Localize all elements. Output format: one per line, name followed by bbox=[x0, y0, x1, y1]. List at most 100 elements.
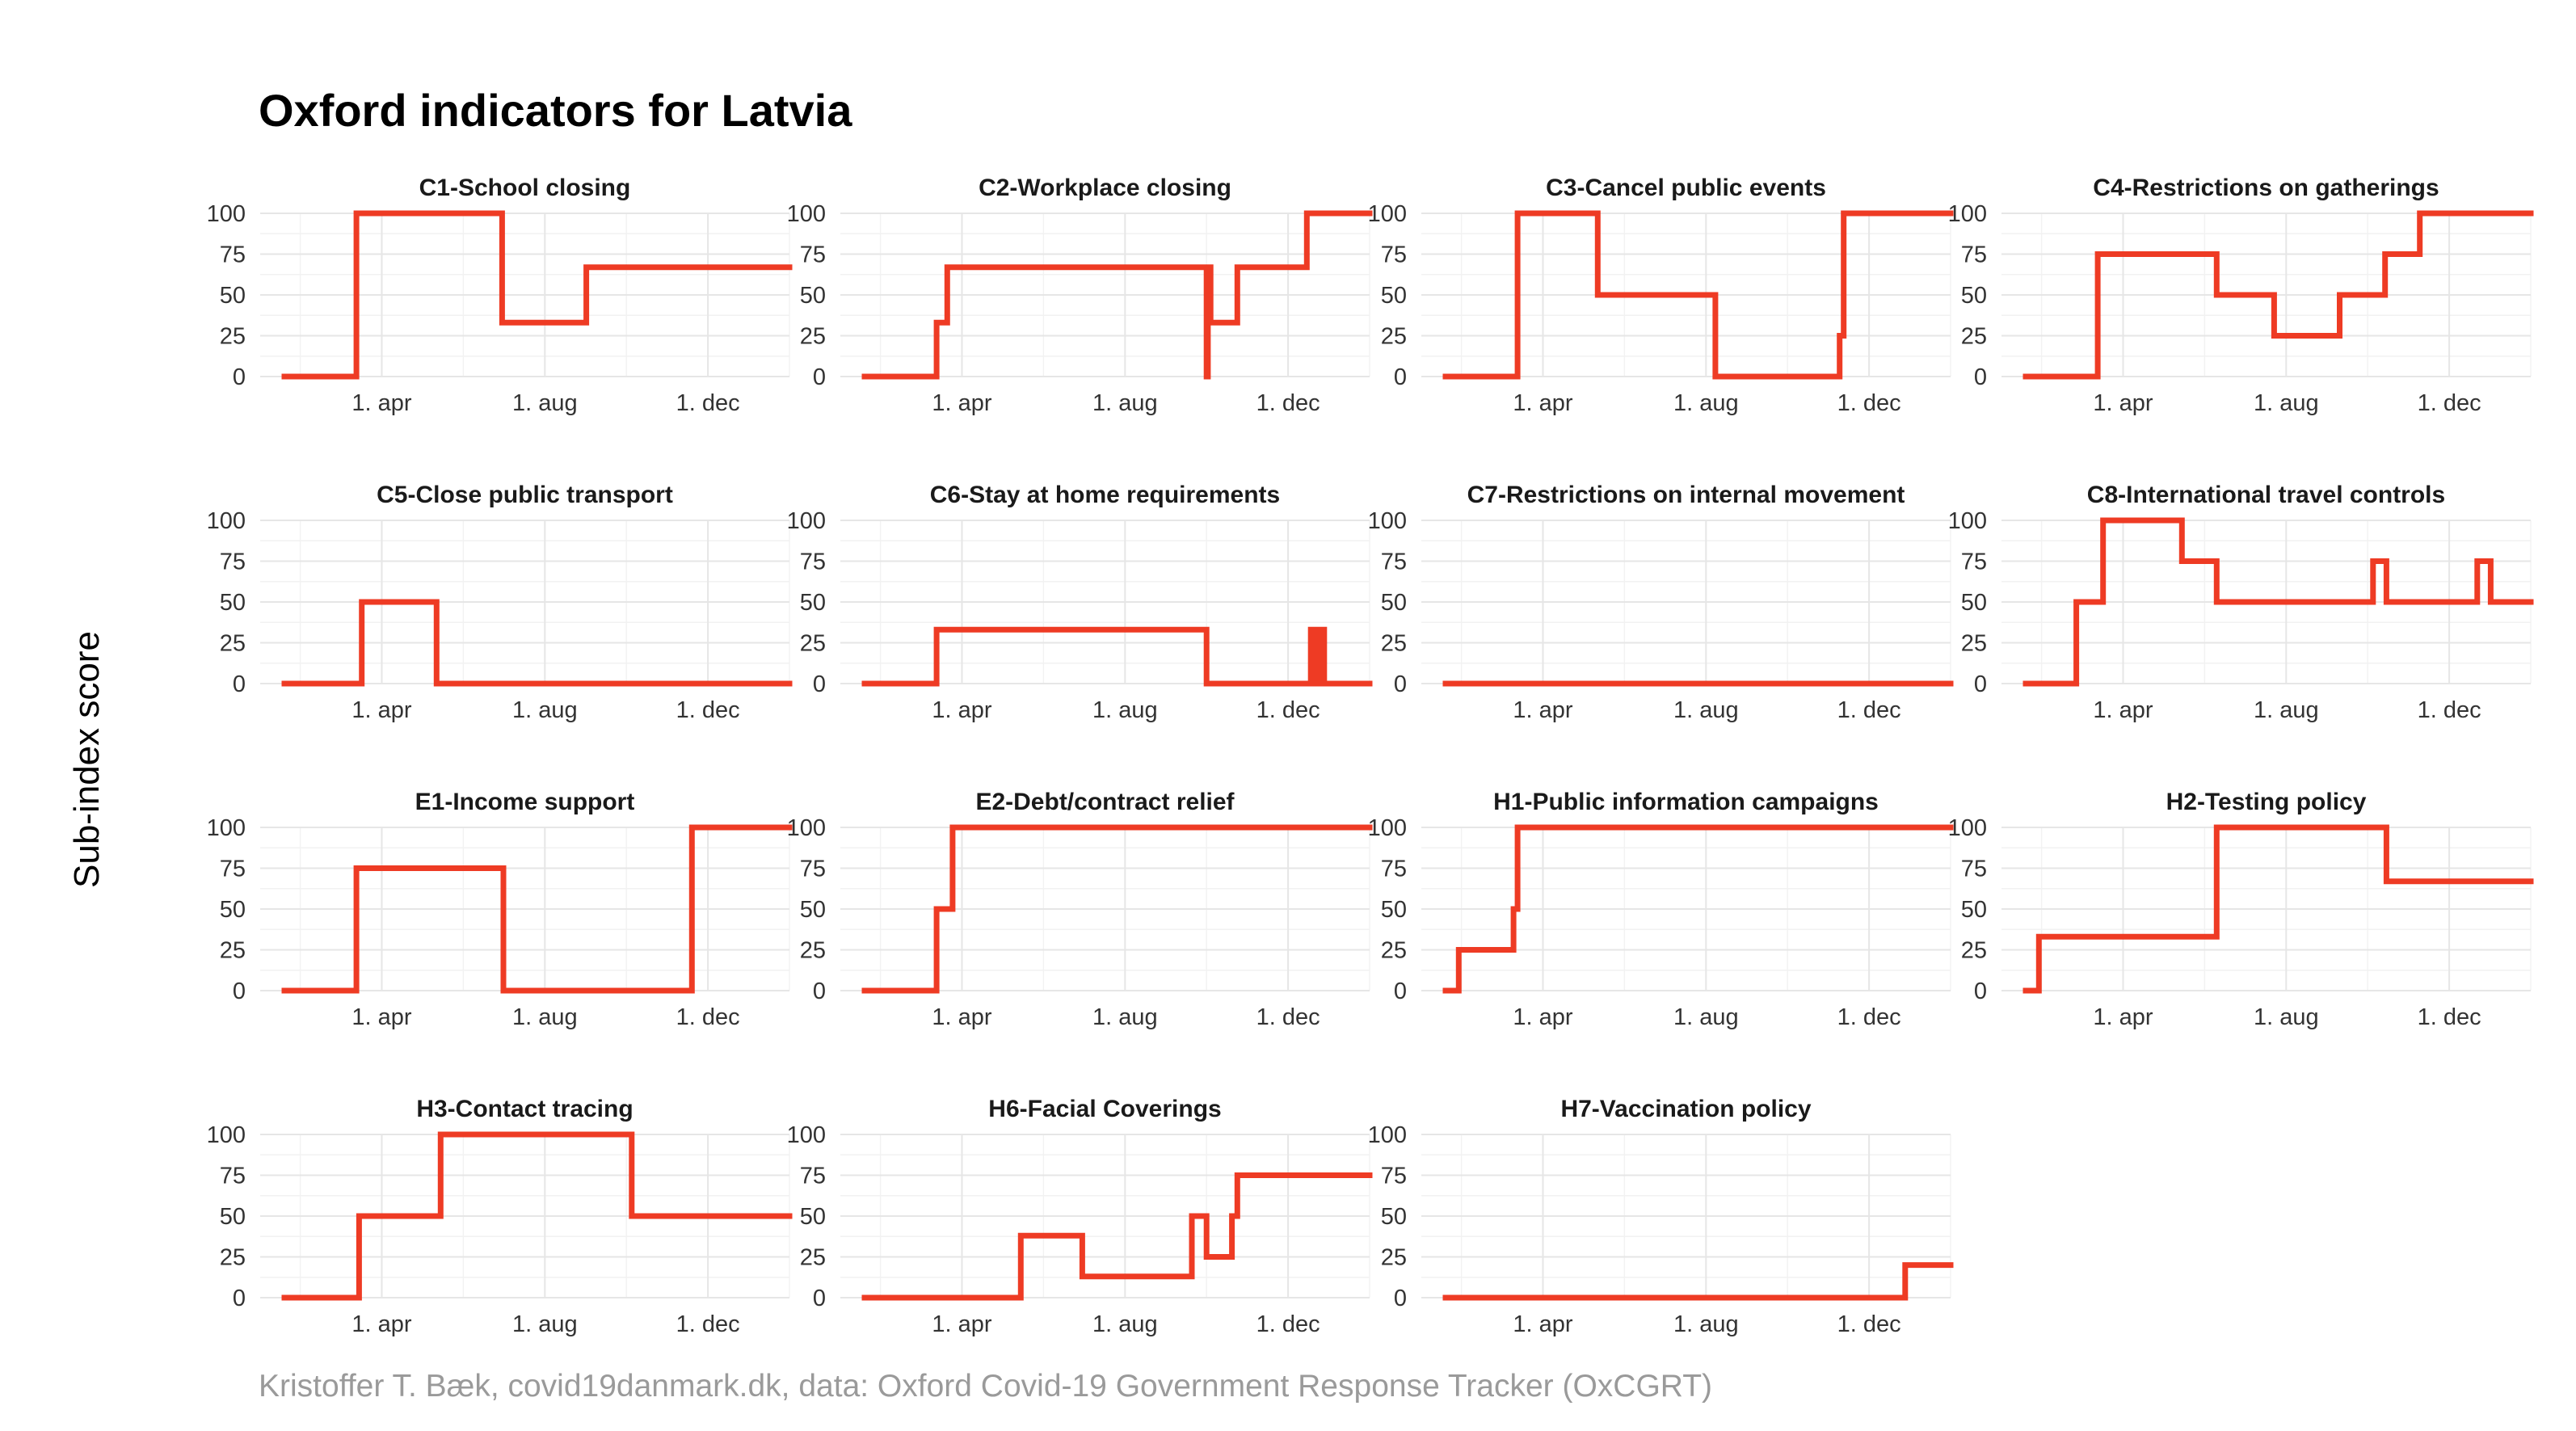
facet-panel: E2-Debt/contract relief 0 25 50 75 100 1. apr 1… bbox=[787, 789, 1373, 1030]
chart-title: Oxford indicators for Latvia bbox=[259, 85, 852, 136]
facet-panel: C5-Close public transport 0 25 50 75 100 1. ap… bbox=[207, 482, 793, 723]
y-tick-label: 100 bbox=[1948, 508, 1987, 534]
y-tick-label: 75 bbox=[1381, 1164, 1407, 1189]
facet-panel: C1-School closing 0 25 50 75 100 1. apr 1. aug 1… bbox=[207, 175, 793, 416]
facet-panel: H6-Facial Coverings 0 25 50 75 100 1. apr 1. au… bbox=[787, 1096, 1373, 1337]
facet-panel: H3-Contact tracing 0 25 50 75 100 1. apr 1. aug… bbox=[207, 1096, 793, 1337]
y-tick-label: 50 bbox=[800, 590, 826, 616]
y-tick-label: 25 bbox=[1961, 324, 1987, 350]
x-tick-label: 1. aug bbox=[1673, 1311, 1739, 1337]
x-tick-label: 1. dec bbox=[676, 697, 740, 723]
y-tick-label: 100 bbox=[1368, 1122, 1407, 1148]
y-tick-label: 25 bbox=[800, 1245, 826, 1271]
x-tick-label: 1. apr bbox=[1513, 1004, 1572, 1030]
x-tick-label: 1. apr bbox=[351, 697, 411, 723]
y-tick-label: 75 bbox=[1961, 242, 1987, 268]
y-tick-label: 100 bbox=[207, 508, 246, 534]
y-tick-label: 0 bbox=[233, 671, 246, 697]
y-tick-label: 0 bbox=[233, 364, 246, 390]
x-tick-label: 1. dec bbox=[2418, 1004, 2481, 1030]
y-tick-label: 50 bbox=[1961, 590, 1987, 616]
facet-panel: H2-Testing policy 0 25 50 75 100 1. apr 1. aug 1… bbox=[1948, 789, 2534, 1030]
x-tick-label: 1. dec bbox=[676, 390, 740, 416]
x-tick-label: 1. dec bbox=[1837, 1311, 1901, 1337]
y-tick-label: 0 bbox=[1974, 979, 1987, 1004]
series-line bbox=[2022, 210, 2534, 380]
y-tick-label: 0 bbox=[813, 1286, 826, 1311]
x-tick-label: 1. dec bbox=[2418, 697, 2481, 723]
y-tick-label: 25 bbox=[800, 938, 826, 964]
facet-panel: C6-Stay at home requirements 0 25 50 75 100 1.… bbox=[787, 482, 1373, 723]
panel-title: C7-Restrictions on internal movement bbox=[1467, 482, 1905, 508]
x-tick-label: 1. apr bbox=[1513, 1311, 1572, 1337]
facet-panel: C8-International travel controls 0 25 50 75 1… bbox=[1948, 482, 2534, 723]
y-tick-label: 75 bbox=[800, 1164, 826, 1189]
panel-title: H3-Contact tracing bbox=[416, 1096, 633, 1122]
y-tick-label: 25 bbox=[1961, 631, 1987, 657]
caption: Kristoffer T. Bæk, covid19danmark.dk, da… bbox=[259, 1369, 1713, 1404]
y-tick-label: 25 bbox=[1381, 324, 1407, 350]
series-line bbox=[2022, 824, 2534, 994]
y-tick-label: 50 bbox=[800, 283, 826, 309]
y-tick-label: 50 bbox=[1961, 283, 1987, 309]
y-tick-label: 50 bbox=[220, 897, 246, 923]
x-tick-label: 1. aug bbox=[512, 1004, 578, 1030]
x-tick-label: 1. apr bbox=[2093, 1004, 2153, 1030]
x-tick-label: 1. aug bbox=[512, 390, 578, 416]
y-tick-label: 100 bbox=[1368, 508, 1407, 534]
y-tick-label: 25 bbox=[220, 1245, 246, 1271]
y-tick-label: 50 bbox=[800, 1204, 826, 1230]
series-line bbox=[861, 1172, 1373, 1301]
y-tick-label: 50 bbox=[1381, 590, 1407, 616]
facet-panel: H1-Public information campaigns 0 25 50 75 10… bbox=[1368, 789, 1954, 1030]
y-tick-label: 75 bbox=[1381, 549, 1407, 575]
y-tick-label: 100 bbox=[1948, 815, 1987, 841]
y-tick-label: 50 bbox=[220, 1204, 246, 1230]
x-tick-label: 1. aug bbox=[512, 697, 578, 723]
y-tick-label: 75 bbox=[220, 549, 246, 575]
facet-panel: C3-Cancel public events 0 25 50 75 100 1. apr 1… bbox=[1368, 175, 1954, 416]
x-tick-label: 1. apr bbox=[351, 1311, 411, 1337]
y-tick-label: 75 bbox=[1961, 549, 1987, 575]
x-tick-label: 1. aug bbox=[1673, 1004, 1739, 1030]
y-tick-label: 0 bbox=[233, 979, 246, 1004]
panel-title: H2-Testing policy bbox=[2166, 789, 2367, 815]
y-tick-label: 25 bbox=[220, 631, 246, 657]
y-tick-label: 50 bbox=[1381, 283, 1407, 309]
y-tick-label: 0 bbox=[233, 1286, 246, 1311]
y-tick-label: 25 bbox=[800, 631, 826, 657]
y-tick-label: 100 bbox=[207, 815, 246, 841]
y-tick-label: 0 bbox=[813, 671, 826, 697]
x-tick-label: 1. dec bbox=[676, 1311, 740, 1337]
series-line bbox=[281, 1131, 793, 1301]
series-line bbox=[1442, 210, 1954, 380]
y-tick-label: 75 bbox=[220, 1164, 246, 1189]
y-tick-label: 50 bbox=[1381, 897, 1407, 923]
x-tick-label: 1. apr bbox=[932, 1004, 991, 1030]
x-tick-label: 1. apr bbox=[932, 390, 991, 416]
facet-panel: E1-Income support 0 25 50 75 100 1. apr 1. aug 1… bbox=[207, 789, 793, 1030]
y-tick-label: 25 bbox=[1961, 938, 1987, 964]
series-line bbox=[861, 210, 1373, 380]
x-tick-label: 1. apr bbox=[932, 1311, 991, 1337]
y-tick-label: 100 bbox=[1948, 201, 1987, 227]
facet-panel: C2-Workplace closing 0 25 50 75 100 1. apr 1. a… bbox=[787, 175, 1373, 416]
y-tick-label: 50 bbox=[220, 283, 246, 309]
y-tick-label: 75 bbox=[1381, 856, 1407, 882]
y-tick-label: 25 bbox=[1381, 1245, 1407, 1271]
y-tick-label: 100 bbox=[787, 508, 826, 534]
y-tick-label: 0 bbox=[1974, 671, 1987, 697]
y-tick-label: 25 bbox=[220, 938, 246, 964]
x-tick-label: 1. aug bbox=[2254, 390, 2319, 416]
series-line bbox=[861, 824, 1373, 994]
y-tick-label: 0 bbox=[1394, 671, 1407, 697]
x-tick-label: 1. apr bbox=[1513, 390, 1572, 416]
panel-title: C2-Workplace closing bbox=[979, 175, 1231, 201]
y-tick-label: 75 bbox=[1961, 856, 1987, 882]
y-tick-label: 100 bbox=[787, 815, 826, 841]
x-tick-label: 1. aug bbox=[1673, 390, 1739, 416]
y-tick-label: 50 bbox=[1381, 1204, 1407, 1230]
y-tick-label: 75 bbox=[800, 242, 826, 268]
series-line bbox=[281, 599, 793, 687]
panel-title: E2-Debt/contract relief bbox=[975, 789, 1235, 815]
